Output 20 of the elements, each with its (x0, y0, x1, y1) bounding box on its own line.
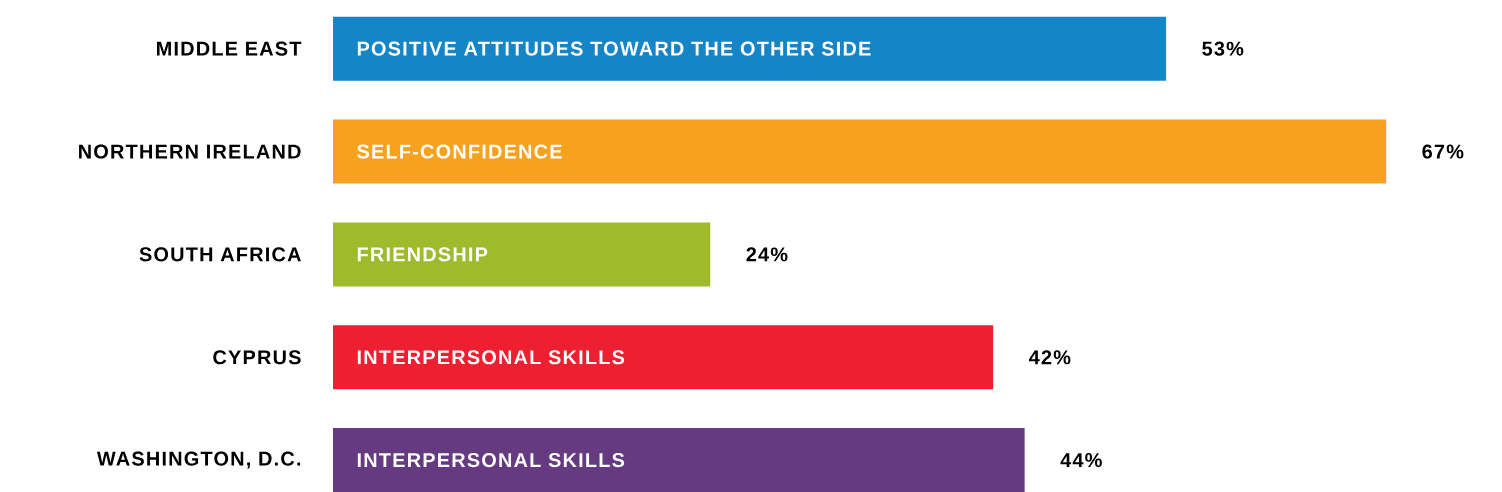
data-label: 67% (1422, 144, 1464, 159)
data-label: 24% (746, 247, 788, 262)
bar (333, 428, 1025, 492)
data-label: 44% (1060, 453, 1102, 468)
annotation: FRIENDSHIP (357, 247, 488, 262)
y-tick-label: CYPRUS (213, 350, 301, 365)
annotation: INTERPERSONAL SKILLS (357, 453, 625, 468)
annotation: INTERPERSONAL SKILLS (357, 350, 625, 365)
bar (333, 119, 1387, 184)
data-label: 42% (1029, 350, 1071, 365)
bar (333, 325, 994, 390)
y-tick-label: WASHINGTON, D.C. (96, 451, 301, 469)
annotation: POSITIVE ATTITUDES TOWARD THE OTHER SIDE (357, 41, 871, 56)
y-tick-label: NORTHERN IRELAND (79, 144, 301, 159)
annotation: SELF-CONFIDENCE (357, 144, 562, 159)
bar (333, 222, 711, 287)
y-tick-label: MIDDLE EAST (157, 41, 302, 56)
bar (333, 16, 1167, 81)
y-tick-label: SOUTH AFRICA (139, 247, 301, 262)
data-label: 53% (1202, 41, 1244, 56)
